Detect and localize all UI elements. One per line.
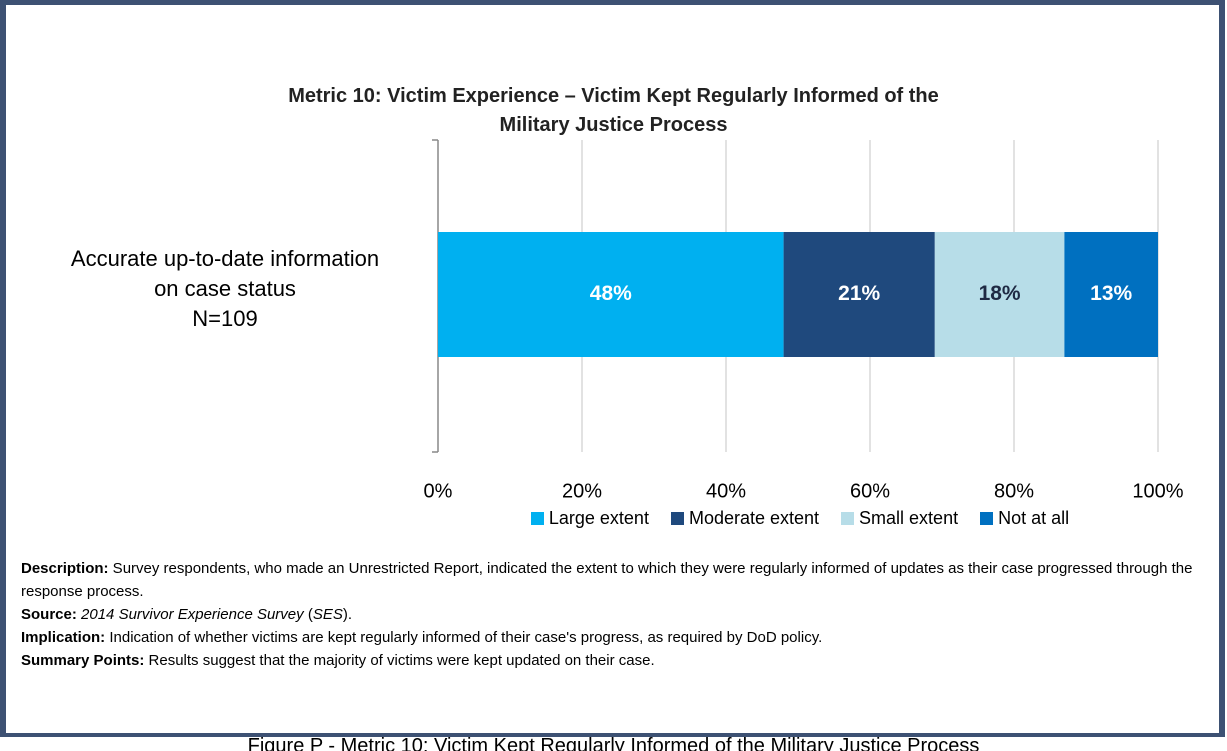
x-tick-label: 100%: [1132, 480, 1183, 502]
note: Implication: Indication of whether victi…: [21, 626, 1211, 649]
legend-swatch: [670, 512, 684, 525]
caption: Figure P - Metric 10: Victim Kept Regula…: [247, 735, 980, 751]
legend-label: Not at all: [998, 508, 1070, 528]
legend-item: Moderate extent: [670, 508, 820, 529]
data-label: 13%: [1090, 282, 1132, 305]
x-tick-label: 0%: [424, 480, 453, 502]
note-text: Indication of whether victims are kept r…: [105, 629, 823, 646]
category-label: Accurate up-to-date information on case …: [70, 246, 380, 331]
bar-segment: [1064, 232, 1158, 357]
legend-label: Large extent: [548, 508, 649, 528]
x-tick-label: 60%: [850, 480, 890, 502]
note-text: Survey respondents, who made an Unrestri…: [21, 560, 1197, 600]
data-label: 21%: [838, 282, 880, 305]
legend-label: Moderate extent: [688, 508, 820, 528]
note-label: Description:: [21, 560, 109, 577]
note-label: Implication:: [21, 629, 106, 646]
legend-item: Small extent: [841, 508, 958, 529]
note-label: Summary Points:: [21, 652, 145, 669]
note-text: Results suggest that the majority of vic…: [144, 652, 655, 669]
note: Description: Survey respondents, who mad…: [21, 557, 1211, 603]
legend-swatch: [841, 512, 855, 525]
bar-segment: [783, 232, 935, 357]
x-tick-label: 40%: [706, 480, 746, 502]
note-text: ).: [342, 606, 353, 623]
frame: [0, 0, 1225, 737]
note: Source: 2014 Survivor Experience Survey …: [21, 603, 1211, 626]
chart-title: Metric 10: Victim Experience – Victim Ke…: [288, 85, 939, 136]
bar-segment: [438, 232, 784, 357]
note-label: Source:: [21, 606, 77, 623]
legend: Large extent Moderate extent Small extent N…: [440, 508, 1160, 529]
legend-swatch: [530, 512, 544, 525]
data-label: 18%: [979, 282, 1021, 305]
notes: Description: Survey respondents, who mad…: [21, 557, 1211, 672]
legend-swatch: [980, 512, 994, 525]
legend-label: Small extent: [859, 508, 959, 528]
note-text: 2014 Survivor Experience Survey: [81, 606, 304, 623]
x-tick-label: 20%: [562, 480, 602, 502]
x-tick-label: 80%: [994, 480, 1034, 502]
note-text: (: [303, 606, 313, 623]
data-label: 48%: [590, 282, 632, 305]
bar-segment: [934, 232, 1065, 357]
note: Summary Points: Results suggest that the…: [21, 649, 1211, 672]
note-text: SES: [312, 606, 343, 623]
legend-item: Not at all: [980, 508, 1069, 529]
legend-item: Large extent: [530, 508, 649, 529]
